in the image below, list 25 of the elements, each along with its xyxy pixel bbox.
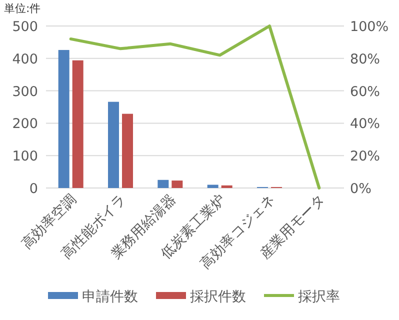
bar [58, 50, 70, 188]
y2-tick-label: 100% [350, 19, 389, 35]
y2-tick-label: 20% [350, 148, 380, 165]
bar [122, 114, 133, 188]
y2-tick-label: 0% [350, 181, 372, 197]
bar [221, 185, 232, 188]
y2-tick-label: 40% [350, 116, 380, 132]
y-tick-label: 400 [12, 51, 38, 68]
legend-label: 採択件数 [190, 289, 246, 305]
y-tick-label: 100 [12, 148, 38, 165]
legend-label: 採択率 [298, 289, 340, 305]
y-tick-label: 300 [12, 84, 38, 100]
bar [172, 180, 183, 188]
y-tick-label: 0 [29, 181, 38, 197]
line-series [69, 24, 321, 190]
y2-tick-label: 60% [350, 84, 380, 100]
y-axis-title: 単位:件 [4, 2, 41, 15]
y-tick-label: 500 [12, 19, 38, 35]
bar [207, 184, 218, 188]
bar [72, 60, 84, 188]
legend-label: 申請件数 [82, 289, 138, 305]
y-tick-label: 200 [12, 116, 38, 132]
bar [158, 180, 169, 188]
y2-tick-label: 80% [350, 51, 380, 68]
bar [108, 102, 119, 188]
